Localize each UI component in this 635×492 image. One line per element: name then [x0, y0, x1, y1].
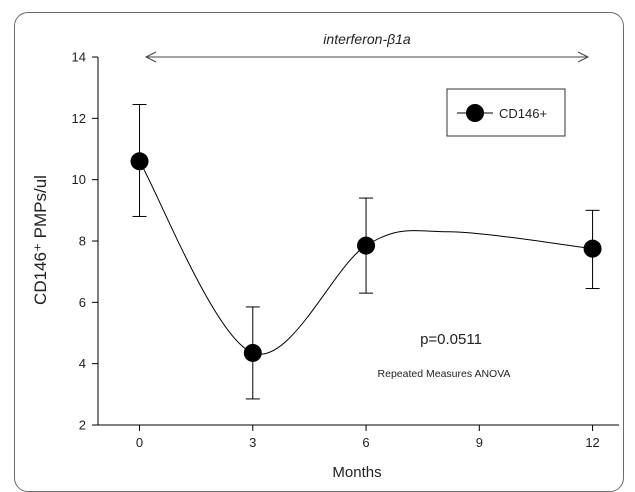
- series-line: [139, 161, 593, 355]
- pvalue-annotation: p=0.0511: [420, 331, 482, 348]
- data-point: [357, 236, 376, 255]
- legend-label: CD146+: [499, 106, 547, 121]
- y-tick-label: 10: [72, 172, 86, 187]
- curve-layer: [139, 161, 593, 355]
- data-point: [583, 239, 602, 258]
- y-tick-label: 12: [72, 111, 86, 126]
- line-chart: 2 4 6 8 10 12 14 0 3 6 9 12 interferon-β1a CD146+ p…: [31, 31, 619, 481]
- x-tick-label: 6: [362, 435, 369, 450]
- x-tick-label: 0: [136, 435, 143, 450]
- marker-layer: [130, 152, 602, 362]
- treatment-label: interferon-β1a: [323, 31, 411, 47]
- treatment-arrowhead-right: [577, 51, 590, 63]
- x-tick-label: 3: [249, 435, 256, 450]
- x-axis-title: Months: [332, 464, 381, 481]
- legend-marker: [466, 104, 484, 122]
- x-tick-label: 9: [476, 435, 483, 450]
- y-tick-label: 2: [79, 418, 86, 433]
- data-point: [243, 343, 262, 362]
- test-annotation: Repeated Measures ANOVA: [378, 368, 511, 380]
- y-tick-label: 6: [79, 295, 86, 310]
- y-tick-label: 4: [79, 356, 86, 371]
- x-tick-label: 12: [585, 435, 599, 450]
- y-tick-label: 14: [72, 50, 86, 65]
- treatment-arrowhead-left: [144, 51, 157, 63]
- data-point: [130, 152, 149, 171]
- y-axis-title: CD146⁺ PMPs/ul: [31, 175, 50, 305]
- chart-axes: 2 4 6 8 10 12 14 0 3 6 9 12: [72, 50, 619, 450]
- y-tick-label: 8: [79, 234, 86, 249]
